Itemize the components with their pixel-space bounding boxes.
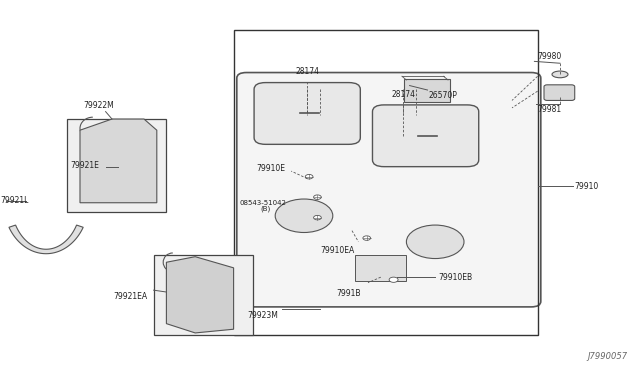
FancyBboxPatch shape — [372, 105, 479, 167]
FancyBboxPatch shape — [188, 320, 209, 330]
Circle shape — [363, 236, 371, 240]
Circle shape — [92, 180, 98, 184]
FancyBboxPatch shape — [404, 79, 450, 102]
Text: 79981: 79981 — [538, 105, 562, 114]
Polygon shape — [80, 119, 157, 203]
Text: 79910: 79910 — [575, 182, 599, 190]
Circle shape — [92, 134, 98, 138]
Circle shape — [138, 192, 144, 195]
Circle shape — [218, 324, 224, 327]
Circle shape — [173, 264, 179, 268]
Text: 79921L: 79921L — [0, 196, 28, 205]
Text: (B): (B) — [260, 206, 271, 212]
Text: 79923M: 79923M — [248, 311, 278, 320]
Circle shape — [305, 174, 313, 179]
FancyBboxPatch shape — [154, 255, 253, 335]
Ellipse shape — [552, 71, 568, 78]
FancyBboxPatch shape — [237, 73, 541, 307]
Text: 08543-51042: 08543-51042 — [240, 200, 287, 206]
Circle shape — [389, 277, 398, 282]
Text: 28174: 28174 — [391, 90, 415, 99]
Circle shape — [314, 195, 321, 199]
Text: 79980: 79980 — [538, 52, 562, 61]
Text: 28174: 28174 — [295, 67, 319, 76]
Text: 26570P: 26570P — [429, 91, 458, 100]
Text: J7990057: J7990057 — [587, 352, 627, 361]
Circle shape — [275, 199, 333, 232]
Text: 7991B: 7991B — [337, 289, 361, 298]
Text: 79922M: 79922M — [84, 101, 115, 110]
FancyBboxPatch shape — [67, 119, 166, 212]
Text: 79910EA: 79910EA — [320, 246, 355, 254]
FancyBboxPatch shape — [254, 83, 360, 144]
Polygon shape — [166, 257, 234, 333]
FancyBboxPatch shape — [544, 85, 575, 100]
Circle shape — [314, 215, 321, 220]
Circle shape — [406, 225, 464, 259]
Text: 79910E: 79910E — [256, 164, 285, 173]
Polygon shape — [9, 225, 83, 254]
Text: 79921EA: 79921EA — [113, 292, 147, 301]
Text: 79910EB: 79910EB — [438, 273, 472, 282]
FancyBboxPatch shape — [355, 255, 406, 281]
Text: 79921E: 79921E — [70, 161, 99, 170]
